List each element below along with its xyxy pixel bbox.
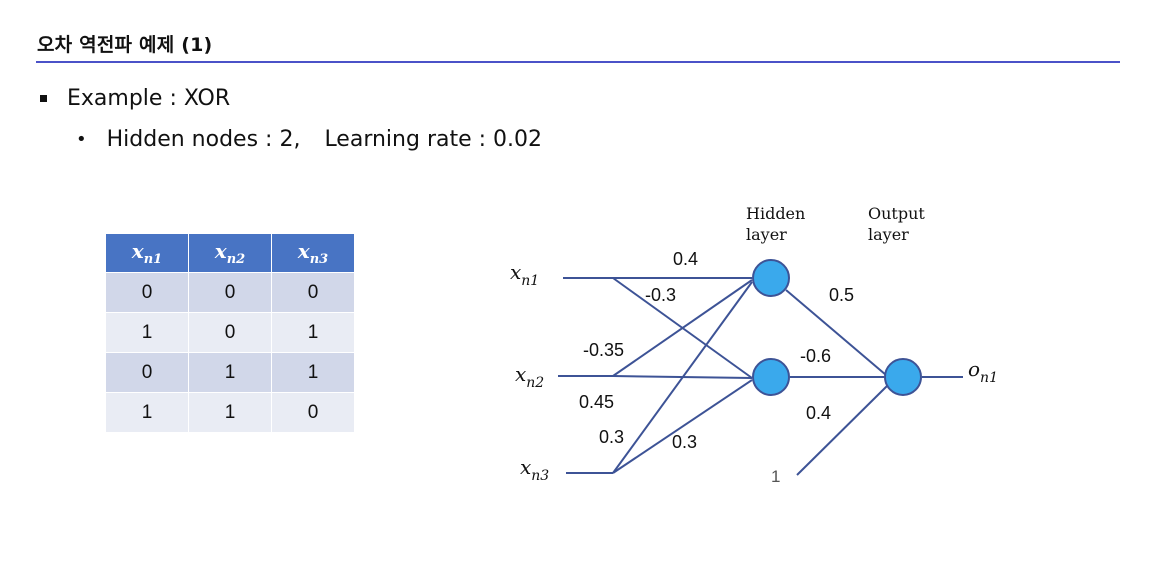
edge-x3-h1 [612,281,753,474]
edge-h1-out [785,289,887,376]
xor-truth-table: xn1 xn2 xn3 0 0 0 1 0 1 0 1 1 1 1 0 [105,233,355,433]
output-label: on1 [968,357,998,386]
hidden-node-1 [752,259,790,297]
table-header-row: xn1 xn2 xn3 [105,233,355,273]
input-label-x3: xn3 [520,455,549,484]
edge-x2-h1 [612,279,753,377]
edge-x3-h2 [612,379,753,474]
table-cell: 0 [271,272,355,313]
weight-label: 0.5 [829,285,854,305]
square-bullet-icon [40,95,47,102]
table-cell: 0 [105,272,189,313]
table-row: 0 0 0 [105,272,355,313]
hidden-nodes-text: Hidden nodes : 2, [106,127,301,152]
dot-bullet-icon: • [76,129,87,150]
table-cell: 1 [105,312,189,353]
bias-label: 1 [771,467,780,486]
table-cell: 1 [188,392,272,433]
hidden-node-2 [752,358,790,396]
hidden-layer-label: Hidden layer [746,204,810,244]
bullet-example-text: Example : XOR [67,86,231,111]
learning-rate-text: Learning rate : 0.02 [324,127,543,152]
weight-label: 0.3 [672,432,697,452]
weight-label: -0.3 [645,285,676,305]
page-title: 오차 역전파 예제 (1) [37,34,213,56]
bullet-params: • Hidden nodes : 2, Learning rate : 0.02 [76,127,542,152]
table-cell: 0 [105,352,189,393]
input-label-x1: xn1 [510,260,539,289]
table-cell: 0 [188,272,272,313]
output-node [884,358,922,396]
input-label-x2: xn2 [515,362,544,391]
table-header-cell: xn3 [271,233,355,273]
connection-lines [558,277,963,476]
weight-label: 0.4 [806,403,831,423]
weight-label: 0.3 [599,427,624,447]
table-row: 1 1 0 [105,392,355,433]
weight-label: -0.6 [800,346,831,366]
weight-label: 0.45 [579,392,614,412]
table-row: 0 1 1 [105,352,355,393]
title-underline [36,61,1120,63]
weight-label: -0.35 [583,340,624,360]
table-cell: 1 [271,312,355,353]
weight-label: 0.4 [673,249,698,269]
table-header-cell: xn1 [105,233,189,273]
table-cell: 1 [271,352,355,393]
edge-bias-out [796,384,889,476]
table-cell: 1 [188,352,272,393]
table-row: 1 0 1 [105,312,355,353]
output-layer-label: Output layer [868,204,930,244]
bullet-example: Example : XOR [40,86,230,111]
table-cell: 1 [105,392,189,433]
table-cell: 0 [188,312,272,353]
table-cell: 0 [271,392,355,433]
